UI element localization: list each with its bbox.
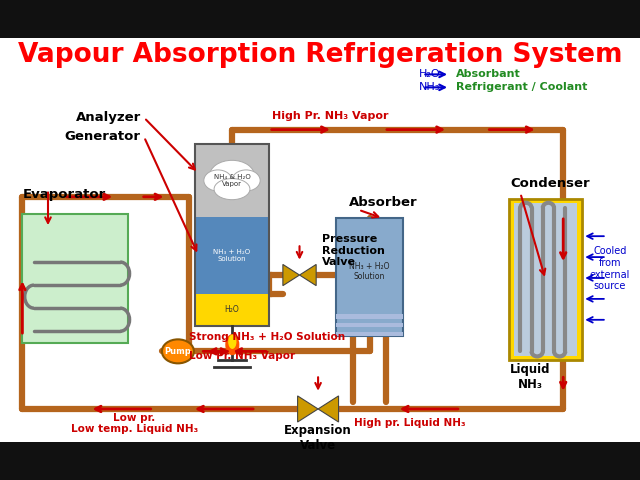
Text: Condenser: Condenser (511, 177, 590, 190)
Text: NH₃ + H₂O
Solution: NH₃ + H₂O Solution (349, 262, 390, 281)
Text: Generator: Generator (65, 130, 141, 144)
Text: Evaporator: Evaporator (22, 188, 106, 201)
Text: Low pr.
Low temp. Liquid NH₃: Low pr. Low temp. Liquid NH₃ (71, 413, 198, 434)
Bar (336, 218, 403, 336)
Bar (22, 214, 128, 343)
Bar (336, 332, 403, 336)
Ellipse shape (232, 170, 260, 191)
Text: Pressure
Reduction
Valve: Pressure Reduction Valve (322, 234, 385, 267)
Ellipse shape (214, 179, 250, 200)
Text: Cooled
from
external
source: Cooled from external source (589, 246, 630, 291)
Text: High Pr. NH₃ Vapor: High Pr. NH₃ Vapor (272, 111, 388, 121)
Polygon shape (298, 396, 318, 422)
Text: Vapour Absorption Refrigeration System: Vapour Absorption Refrigeration System (18, 42, 622, 68)
Ellipse shape (210, 160, 255, 191)
Text: High pr. Liquid NH₃: High pr. Liquid NH₃ (354, 419, 465, 428)
Bar (509, 199, 582, 360)
Bar (195, 144, 269, 326)
Polygon shape (283, 264, 300, 286)
Bar (336, 323, 403, 327)
Bar (195, 294, 269, 326)
Circle shape (162, 339, 194, 363)
Bar (336, 314, 403, 319)
Ellipse shape (204, 170, 232, 191)
Bar (514, 203, 577, 356)
Text: Pump: Pump (164, 347, 191, 356)
Text: Analyzer: Analyzer (76, 111, 141, 124)
Bar (195, 144, 269, 217)
Text: NH₃ + H₂O
Solution: NH₃ + H₂O Solution (213, 249, 251, 262)
Text: H₂O: H₂O (225, 305, 239, 314)
Text: Absorber: Absorber (349, 196, 417, 209)
Text: Low Pr. NH₃ Vapor: Low Pr. NH₃ Vapor (189, 351, 296, 361)
Text: Absorbant: Absorbant (456, 70, 521, 79)
Text: Expansion
Valve: Expansion Valve (284, 424, 352, 452)
Ellipse shape (225, 334, 239, 355)
Bar (0, 38, 640, 442)
Text: NH₄ & H₂O
Vapor: NH₄ & H₂O Vapor (214, 174, 250, 187)
Text: Liquid
NH₃: Liquid NH₃ (509, 363, 550, 391)
Polygon shape (318, 396, 339, 422)
Text: Refrigerant / Coolant: Refrigerant / Coolant (456, 83, 588, 92)
Text: NH₃: NH₃ (419, 83, 440, 92)
Bar (195, 217, 269, 294)
Text: H₂O: H₂O (419, 70, 441, 79)
Polygon shape (300, 264, 316, 286)
Ellipse shape (228, 335, 237, 349)
Text: Strong NH₃ + H₂O Solution: Strong NH₃ + H₂O Solution (189, 332, 346, 342)
